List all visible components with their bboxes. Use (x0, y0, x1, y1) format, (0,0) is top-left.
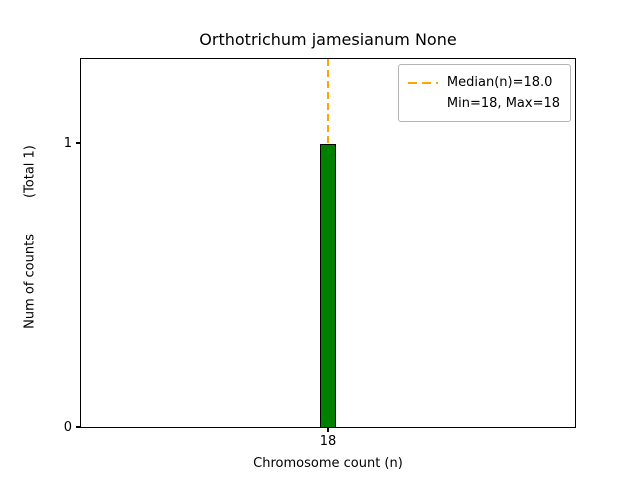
x-axis-tick-18 (327, 428, 329, 432)
y-axis-tick-1 (76, 142, 80, 144)
x-axis-label: Chromosome count (n) (253, 456, 403, 471)
y-axis-label: Num of counts (22, 234, 38, 329)
x-tick-label-18: 18 (319, 434, 337, 449)
histogram-bar (320, 143, 336, 427)
legend-median-label: Median(n)=18.0 (446, 75, 553, 90)
legend-minmax-label: Min=18, Max=18 (446, 96, 560, 111)
median-dash-icon (407, 81, 438, 84)
y-axis-total-label: (Total 1) (22, 145, 38, 199)
chart-title: Orthotrichum jamesianum None (199, 30, 457, 49)
y-tick-label-1: 1 (63, 136, 72, 151)
y-axis-label-group: Num of counts (Total 1) (23, 145, 38, 329)
legend-median-row: Median(n)=18.0 (407, 72, 560, 93)
y-axis-tick-0 (76, 426, 80, 428)
legend: Median(n)=18.0 Min=18, Max=18 (397, 64, 571, 122)
y-tick-label-0: 0 (63, 420, 72, 435)
